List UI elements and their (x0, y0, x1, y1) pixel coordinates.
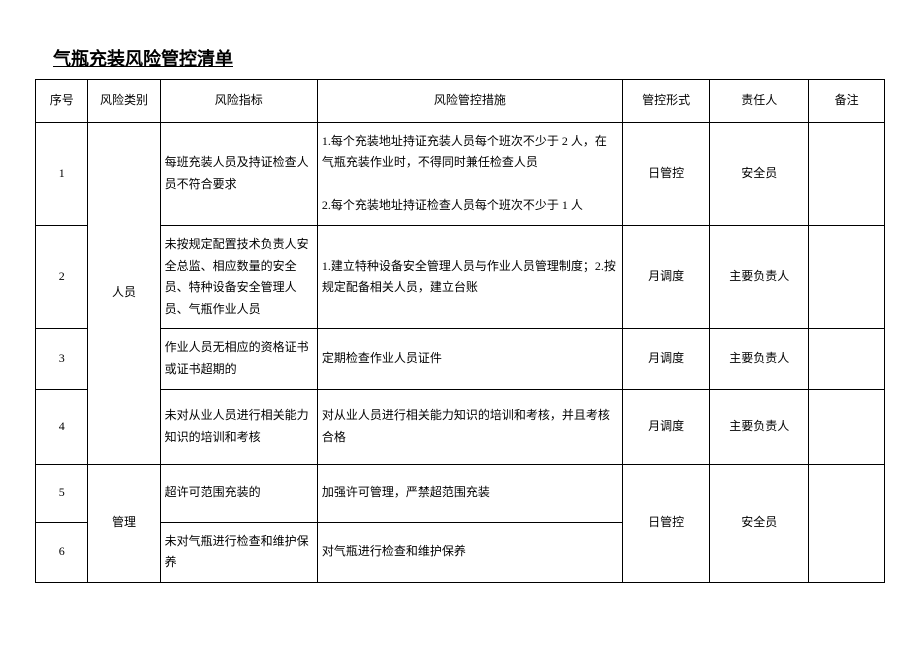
cell-form: 月调度 (622, 329, 709, 389)
cell-responsible: 安全员 (710, 464, 809, 582)
cell-risk: 超许可范围充装的 (160, 464, 317, 522)
table-row: 5 管理 超许可范围充装的 加强许可管理，严禁超范围充装 日管控 安全员 (36, 464, 885, 522)
table-row: 4 未对从业人员进行相关能力知识的培训和考核 对从业人员进行相关能力知识的培训和… (36, 389, 885, 464)
cell-risk: 未按规定配置技术负责人安全总监、相应数量的安全员、特种设备安全管理人员、气瓶作业… (160, 225, 317, 328)
cell-seq: 3 (36, 329, 88, 389)
risk-control-table: 序号 风险类别 风险指标 风险管控措施 管控形式 责任人 备注 1 人员 每班充… (35, 79, 885, 583)
cell-form: 月调度 (622, 389, 709, 464)
table-header-row: 序号 风险类别 风险指标 风险管控措施 管控形式 责任人 备注 (36, 80, 885, 123)
cell-risk: 作业人员无相应的资格证书或证书超期的 (160, 329, 317, 389)
header-measure: 风险管控措施 (317, 80, 622, 123)
cell-note (809, 225, 885, 328)
cell-seq: 4 (36, 389, 88, 464)
document-title: 气瓶充装风险管控清单 (53, 45, 885, 71)
header-risk: 风险指标 (160, 80, 317, 123)
header-note: 备注 (809, 80, 885, 123)
header-form: 管控形式 (622, 80, 709, 123)
cell-responsible: 主要负责人 (710, 225, 809, 328)
cell-measure: 加强许可管理，严禁超范围充装 (317, 464, 622, 522)
cell-risk: 未对从业人员进行相关能力知识的培训和考核 (160, 389, 317, 464)
cell-note (809, 329, 885, 389)
cell-measure: 1.建立特种设备安全管理人员与作业人员管理制度；2.按规定配备相关人员，建立台账 (317, 225, 622, 328)
table-row: 2 未按规定配置技术负责人安全总监、相应数量的安全员、特种设备安全管理人员、气瓶… (36, 225, 885, 328)
cell-responsible: 安全员 (710, 122, 809, 225)
cell-form: 月调度 (622, 225, 709, 328)
cell-note (809, 464, 885, 582)
cell-seq: 6 (36, 522, 88, 582)
table-row: 1 人员 每班充装人员及持证检查人员不符合要求 1.每个充装地址持证充装人员每个… (36, 122, 885, 225)
cell-measure: 对气瓶进行检查和维护保养 (317, 522, 622, 582)
cell-measure: 1.每个充装地址持证充装人员每个班次不少于 2 人，在气瓶充装作业时，不得同时兼… (317, 122, 622, 225)
cell-responsible: 主要负责人 (710, 389, 809, 464)
cell-risk: 每班充装人员及持证检查人员不符合要求 (160, 122, 317, 225)
cell-category-personnel: 人员 (88, 122, 160, 464)
cell-category-management: 管理 (88, 464, 160, 582)
header-category: 风险类别 (88, 80, 160, 123)
cell-note (809, 122, 885, 225)
header-responsible: 责任人 (710, 80, 809, 123)
cell-seq: 1 (36, 122, 88, 225)
cell-note (809, 389, 885, 464)
cell-responsible: 主要负责人 (710, 329, 809, 389)
cell-risk: 未对气瓶进行检查和维护保养 (160, 522, 317, 582)
cell-measure: 对从业人员进行相关能力知识的培训和考核，并且考核合格 (317, 389, 622, 464)
cell-measure: 定期检查作业人员证件 (317, 329, 622, 389)
cell-form: 日管控 (622, 122, 709, 225)
cell-form: 日管控 (622, 464, 709, 582)
header-seq: 序号 (36, 80, 88, 123)
cell-seq: 5 (36, 464, 88, 522)
table-row: 3 作业人员无相应的资格证书或证书超期的 定期检查作业人员证件 月调度 主要负责… (36, 329, 885, 389)
cell-seq: 2 (36, 225, 88, 328)
